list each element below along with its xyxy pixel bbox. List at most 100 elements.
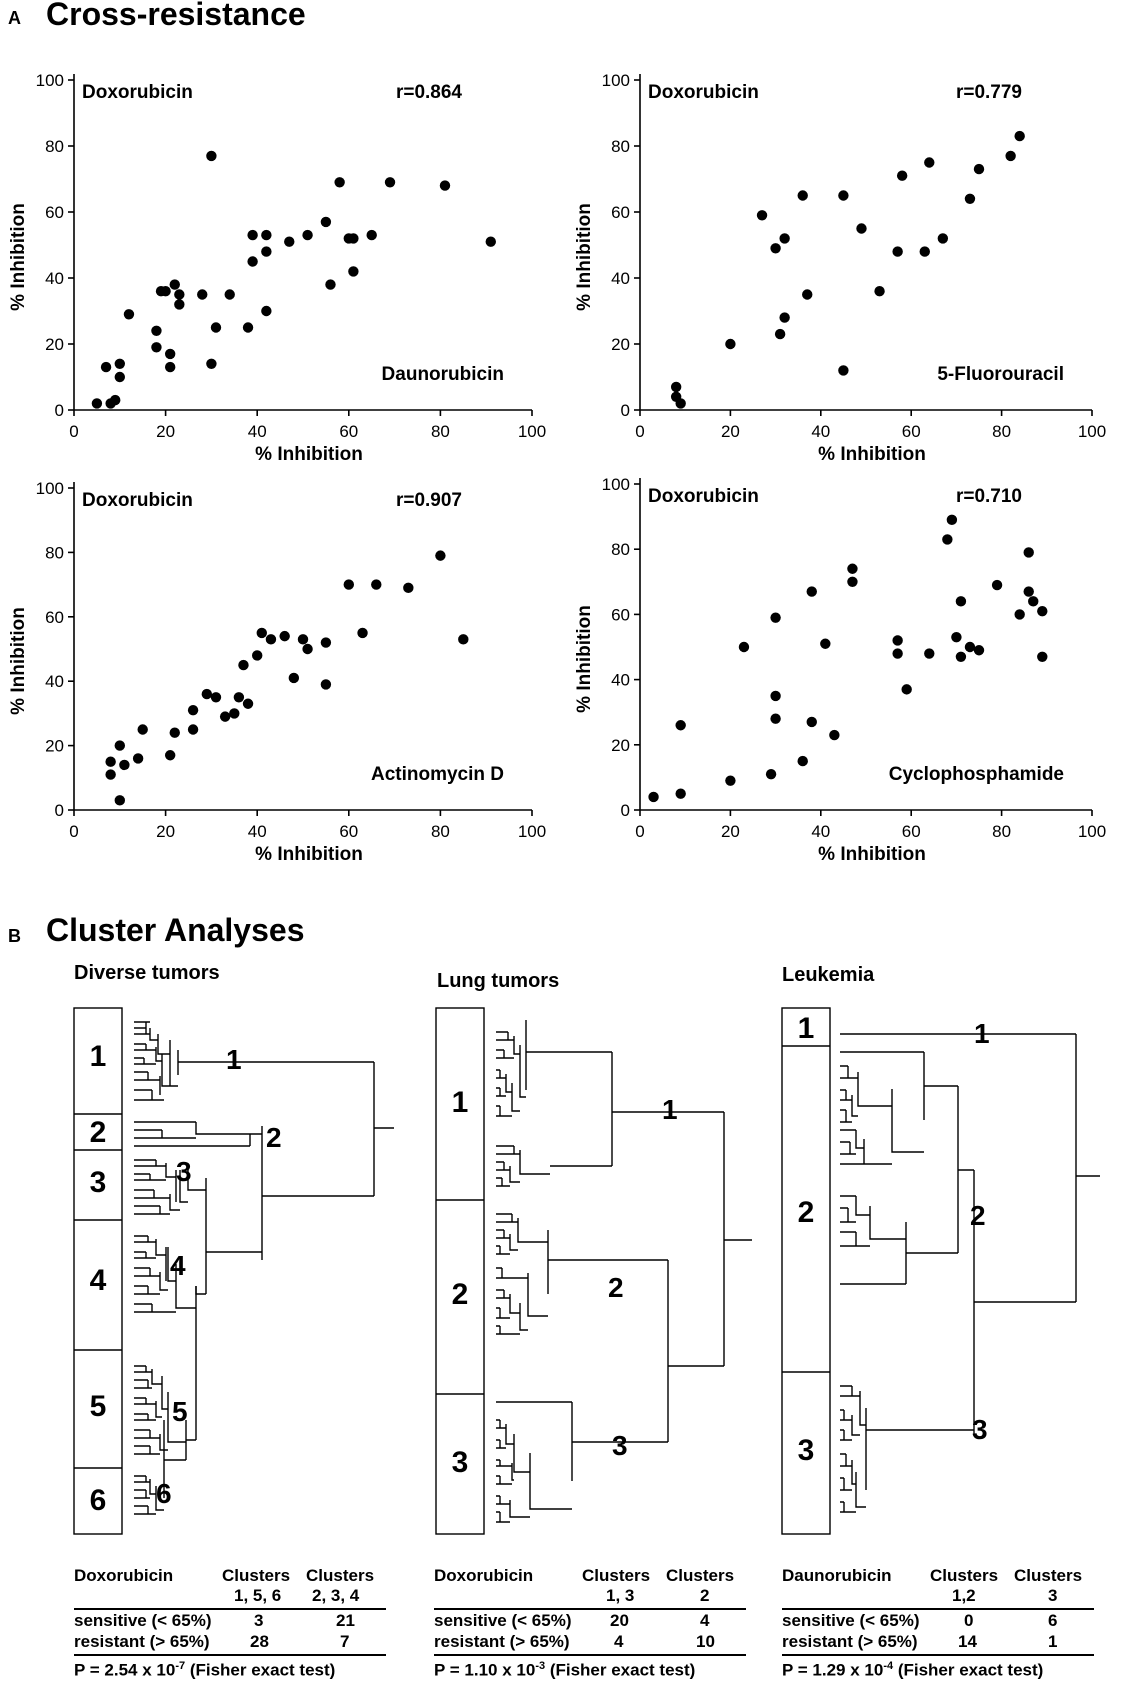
cluster-branch-label: 1 [974,1018,990,1049]
data-point [770,243,781,254]
data-point [670,381,682,393]
y-tick-label: 60 [611,605,630,624]
table-row2-v2: 1 [1048,1632,1058,1651]
data-point [458,634,469,645]
y-tick-label: 0 [621,801,630,820]
data-point [137,724,148,735]
data-point [946,514,958,526]
y-tick-label: 80 [611,137,630,156]
data-point [164,361,176,373]
dendrogram-lung-tree [435,1007,752,1535]
cluster-box-label: 5 [89,1390,107,1423]
cluster-box-label: 1 [451,1086,469,1119]
data-point [238,659,249,671]
data-point [901,684,912,695]
data-point [435,550,446,561]
data-point [896,170,908,181]
cluster-branch-label: 5 [172,1396,188,1427]
table-p-value: P = 2.54 x 10-7 (Fisher exact test) [74,1660,335,1681]
data-point [955,651,967,662]
data-point [892,648,903,659]
data-point [132,753,144,764]
dendrogram-title-diverse: Diverse tumors [74,962,220,984]
data-point [302,643,313,655]
table-p-value: P = 1.10 x 10-3 (Fisher exact test) [434,1660,695,1681]
dendrogram-title-leukemia: Leukemia [782,964,875,986]
table-row1-v2: 21 [336,1611,355,1630]
correlation-label: r=0.864 [396,82,462,103]
data-point [247,229,258,241]
table-row1-v2: 4 [700,1611,710,1630]
data-point [187,704,199,716]
p-value-base: P = 2.54 x 10 [74,1660,176,1680]
table-row1-label: sensitive (< 65%) [74,1611,212,1630]
data-point [797,755,808,767]
y-tick-label: 40 [45,269,64,288]
data-point [847,563,858,574]
data-point [288,672,300,684]
y-axis-title: % Inhibition [8,203,29,311]
x-tick-label: 80 [992,822,1011,841]
table-row2-v2: 10 [696,1632,715,1651]
scatter-plots: 0 20 40 60 80 100 0 20 40 60 80 100 % Inhibition % In… [8,71,1106,865]
data-point [325,279,336,290]
data-point [738,641,750,653]
data-point [439,180,451,191]
table-row2-v1: 14 [958,1632,977,1651]
cluster-branch-label: 1 [662,1094,678,1125]
data-point [756,210,768,221]
data-point [197,289,208,300]
x-tick-label: 0 [69,822,78,841]
data-point [206,358,217,369]
fisher-table-lung: Doxorubicin Clusters Clusters 1, 3 2 sen… [434,1566,746,1684]
cluster-branch-label: 2 [608,1272,624,1303]
data-point [320,216,332,228]
data-point [1014,609,1025,620]
data-point [187,724,199,735]
fisher-table-leukemia: Daunorubicin Clusters Clusters 1,2 3 sen… [782,1566,1094,1684]
cluster-branch-label: 1 [226,1044,242,1075]
x-tick-label: 60 [339,822,358,841]
data-point [224,289,235,300]
data-point [774,328,786,340]
x-tick-label: 0 [69,422,78,441]
x-axis-title: % Inhibition [818,844,926,865]
p-value-exponent: -4 [883,1660,894,1672]
table-row1-v1: 20 [610,1611,629,1630]
y-tick-label: 60 [611,203,630,222]
data-point [806,586,817,597]
cluster-branch-label: 2 [970,1200,986,1231]
dendrogram-leukemia-tree [781,1007,1100,1535]
cluster-branch-label: 3 [176,1156,192,1187]
x-tick-label: 60 [902,822,921,841]
cluster-branch-label: 3 [972,1414,988,1445]
data-point [779,233,790,244]
cluster-branch-label: 2 [266,1122,282,1153]
table-drug: Doxorubicin [74,1566,174,1585]
data-point [247,256,258,267]
table-col2-header: Clusters [1014,1566,1083,1585]
data-point [675,788,686,799]
data-point [343,579,354,590]
data-point [919,246,930,257]
x-axis-title: % Inhibition [255,844,363,865]
table-col1-header: Clusters [222,1566,291,1585]
table-rule [782,1608,1094,1610]
y-tick-label: 40 [611,671,630,690]
p-value-exponent: -3 [535,1660,546,1672]
p-value-test: (Fisher exact test) [185,1660,336,1680]
y-tick-label: 60 [45,608,64,627]
data-point [1023,547,1034,558]
data-point [366,229,377,241]
x-tick-label: 20 [721,822,740,841]
cluster-box-label: 1 [797,1012,815,1045]
data-point [334,177,345,188]
panel-b-title: Cluster Analyses [46,912,305,948]
data-point [302,229,313,241]
data-point [297,634,309,645]
x-axis-title: % Inhibition [255,444,363,465]
data-point [779,312,790,323]
cluster-branch-label: 3 [612,1430,628,1461]
table-row1-label: sensitive (< 65%) [434,1611,572,1630]
table-col2-header: Clusters [306,1566,375,1585]
